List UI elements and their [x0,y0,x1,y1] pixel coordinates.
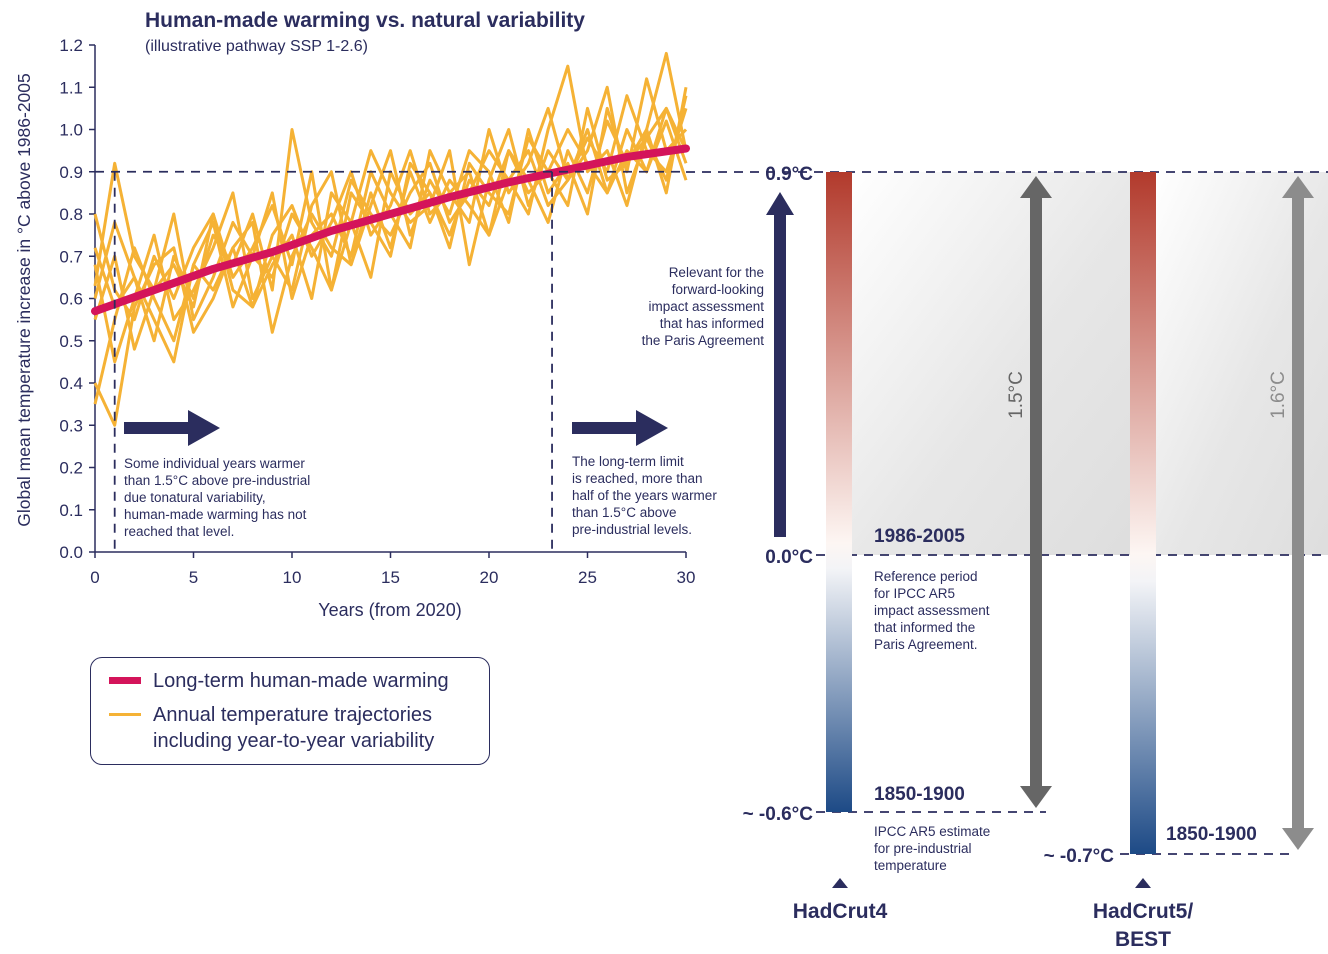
hadcrut5-bar [1130,172,1156,854]
caret-up-icon [832,878,848,888]
span-arrow-h5 [1282,176,1314,850]
y-tick-label: 0.7 [59,247,83,266]
reference-lines [95,170,686,552]
y-tick-label: 0.8 [59,205,83,224]
span-label-h4: 1.5°C [1006,371,1027,419]
x-tick-label: 25 [578,568,597,587]
level-label-top: 0.9°C [765,164,813,185]
x-tick-label: 20 [480,568,499,587]
trajectory-series [93,85,688,309]
left-note-line: than 1.5°C above pre-industrial [124,473,310,488]
right-note-line: than 1.5°C above [572,505,676,520]
legend: Long-term human-made warming Annual temp… [90,657,490,765]
x-tick-label: 5 [189,568,198,587]
estimate-note-line: IPCC AR5 estimate [874,824,990,839]
up-arrow-icon [766,192,794,537]
reference-note-line: that informed the [874,620,975,635]
hadcrut4-bar [826,172,852,812]
legend-label-line2: including year-to-year variability [153,730,435,752]
relevance-note-line: the Paris Agreement [642,333,765,348]
left-note-line: human-made warming has not [124,507,307,522]
legend-label-line1: Annual temperature trajectories [153,704,433,726]
span-arrow-h4 [1020,176,1052,808]
level-label-zero: 0.0°C [765,547,813,568]
x-tick-label: 0 [90,568,99,587]
y-tick-label: 0.2 [59,459,83,478]
left-note-line: reached that level. [124,524,234,539]
legend-label-trend: Long-term human-made warming [153,670,449,692]
legend-swatch-trajectory [109,713,141,716]
y-axis-label: Global mean temperature increase in °C a… [14,73,34,527]
chart-subtitle: (illustrative pathway SSP 1-2.6) [145,38,368,55]
relevance-note-line: Relevant for the [669,265,764,280]
reference-note-line: impact assessment [874,603,990,618]
legend-swatch-trend [109,677,141,684]
period-h4: 1850-1900 [874,784,965,805]
x-axis-label: Years (from 2020) [318,600,461,620]
legend-label-trajectory: Annual temperature trajectories includin… [153,702,434,754]
span-label-h5: 1.6°C [1268,371,1289,419]
right-arrow-icon [572,410,668,446]
y-tick-label: 1.0 [59,121,83,140]
y-tick-label: 0.0 [59,543,83,562]
estimate-note-line: temperature [874,858,947,873]
relevance-note-line: impact assessment [648,299,764,314]
reference-note-line: Paris Agreement. [874,637,978,652]
reference-note-line: for IPCC AR5 [874,586,955,601]
trajectory-lines [93,51,688,427]
right-arrow-icon [124,410,220,446]
trajectory-series [93,51,688,343]
y-tick-label: 0.9 [59,163,83,182]
x-tick-label: 15 [381,568,400,587]
caret-up-icon [1135,878,1151,888]
x-tick-label: 30 [677,568,696,587]
y-tick-label: 0.3 [59,416,83,435]
plot-axes: 0.0 0.1 0.2 0.3 0.4 0.5 0.6 0.7 0.8 0.9 1.0 1.1 1.2 0… [59,36,695,587]
y-tick-label: 1.2 [59,36,83,55]
right-note-line: is reached, more than [572,471,703,486]
y-tick-label: 0.6 [59,290,83,309]
y-tick-label: 0.5 [59,332,83,351]
reference-note-line: Reference period [874,569,978,584]
estimate-note-line: for pre-industrial [874,841,972,856]
trajectory-series [93,77,688,364]
trend-line [91,144,690,316]
left-note-line: Some individual years warmer [124,456,305,471]
trajectory-series [93,106,688,322]
y-tick-label: 1.1 [59,78,83,97]
dataset-hadcrut5: HadCrut5/ [1093,900,1194,923]
level-label-h5: ~ -0.7°C [1044,846,1115,867]
level-label-h4: ~ -0.6°C [743,804,814,825]
trend-series [91,144,690,316]
right-note-line: half of the years warmer [572,488,717,503]
right-note-line: pre-industrial levels. [572,522,692,537]
y-tick-label: 0.4 [59,374,83,393]
relevance-note-line: that has informed [660,316,764,331]
legend-item-trajectory: Annual temperature trajectories includin… [109,702,434,754]
reference-shading-1 [850,172,1130,555]
y-tick-label: 0.1 [59,501,83,520]
right-note-line: The long-term limit [572,454,684,469]
chart-title: Human-made warming vs. natural variabili… [145,9,585,32]
x-tick-label: 10 [283,568,302,587]
legend-item-trend: Long-term human-made warming [109,668,449,694]
period-h5: 1850-1900 [1166,824,1257,845]
left-note-line: due tonatural variability, [124,490,266,505]
relevance-note-line: forward-looking [672,282,764,297]
dataset-hadcrut4: HadCrut4 [793,900,888,923]
period-ref: 1986-2005 [874,526,965,547]
dataset-best: BEST [1115,928,1171,951]
